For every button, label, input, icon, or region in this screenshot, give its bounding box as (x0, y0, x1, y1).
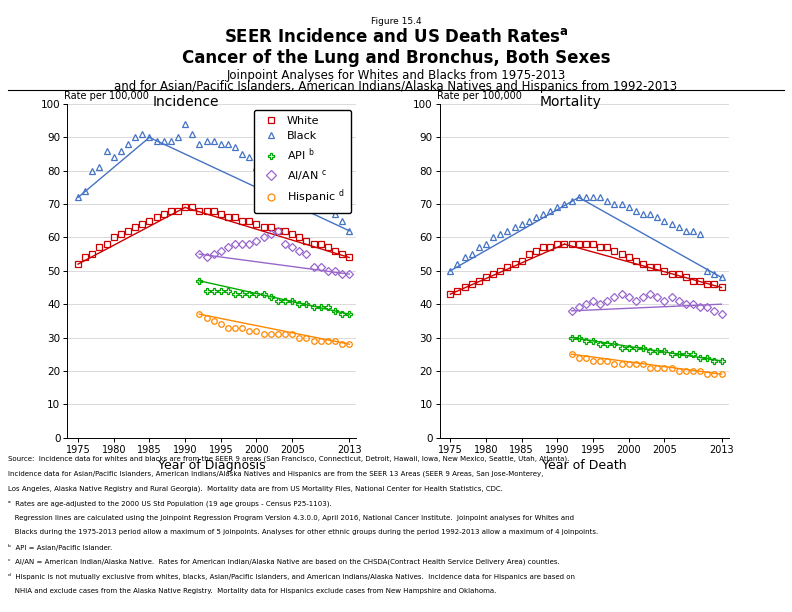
Text: Figure 15.4: Figure 15.4 (371, 17, 421, 26)
Text: ᵃ  Rates are age-adjusted to the 2000 US Std Population (19 age groups - Census : ᵃ Rates are age-adjusted to the 2000 US … (8, 500, 332, 507)
Text: NHIA and exclude cases from the Alaska Native Registry.  Mortality data for Hisp: NHIA and exclude cases from the Alaska N… (8, 588, 497, 594)
Text: Los Angeles, Alaska Native Registry and Rural Georgia).  Mortality data are from: Los Angeles, Alaska Native Registry and … (8, 485, 503, 492)
Text: Joinpoint Analyses for Whites and Blacks from 1975-2013: Joinpoint Analyses for Whites and Blacks… (227, 69, 565, 81)
Text: Incidence data for Asian/Pacific Islanders, American Indians/Alaska Natives and : Incidence data for Asian/Pacific Islande… (8, 471, 543, 477)
Text: Rate per 100,000: Rate per 100,000 (436, 91, 522, 101)
X-axis label: Year of Diagnosis: Year of Diagnosis (158, 458, 265, 472)
Text: ᶜ  AI/AN = American Indian/Alaska Native.  Rates for American Indian/Alaska Nati: ᶜ AI/AN = American Indian/Alaska Native.… (8, 559, 560, 565)
Text: ᵇ  API = Asian/Pacific Islander.: ᵇ API = Asian/Pacific Islander. (8, 544, 112, 551)
Text: Mortality: Mortality (539, 95, 601, 109)
Text: Source:  Incidence data for whites and blacks are from the SEER 9 areas (San Fra: Source: Incidence data for whites and bl… (8, 456, 569, 463)
Text: ᵈ  Hispanic is not mutually exclusive from whites, blacks, Asian/Pacific Islande: ᵈ Hispanic is not mutually exclusive fro… (8, 573, 575, 580)
Text: SEER Incidence and US Death Rates$\mathregular{^a}$: SEER Incidence and US Death Rates$\mathr… (223, 28, 569, 45)
Text: Cancer of the Lung and Bronchus, Both Sexes: Cancer of the Lung and Bronchus, Both Se… (181, 49, 611, 67)
Text: and for Asian/Pacific Islanders, American Indians/Alaska Natives and Hispanics f: and for Asian/Pacific Islanders, America… (114, 80, 678, 93)
Text: Incidence: Incidence (153, 95, 219, 109)
Text: Blacks during the 1975-2013 period allow a maximum of 5 joinpoints. Analyses for: Blacks during the 1975-2013 period allow… (8, 529, 598, 536)
Text: Rate per 100,000: Rate per 100,000 (64, 91, 150, 101)
Text: Regression lines are calculated using the Joinpoint Regression Program Version 4: Regression lines are calculated using th… (8, 515, 574, 521)
X-axis label: Year of Death: Year of Death (542, 458, 626, 472)
Legend: White, Black, API $\mathregular{^b}$, AI/AN $\mathregular{^c}$, Hispanic $\mathr: White, Black, API $\mathregular{^b}$, AI… (253, 110, 351, 213)
